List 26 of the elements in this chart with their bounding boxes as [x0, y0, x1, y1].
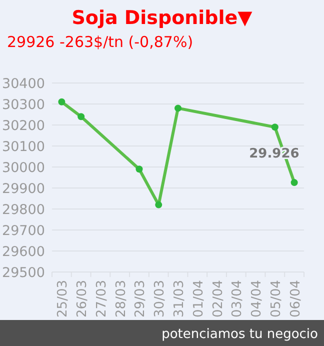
chart-subtitle: 29926 -263$/tn (-0,87%)	[7, 33, 194, 51]
y-tick-label: 30400	[2, 76, 45, 92]
y-tick-label: 30200	[2, 118, 45, 134]
y-tick-label: 29800	[2, 202, 45, 218]
y-tick-label: 30100	[2, 139, 45, 155]
x-tick-label: 25/03	[56, 280, 71, 318]
x-tick-label: 28/03	[114, 280, 129, 318]
x-tick-label: 02/04	[210, 280, 226, 318]
x-tick-label: 01/04	[191, 280, 206, 318]
y-tick-label: 30300	[2, 97, 45, 113]
x-tick-label: 03/04	[230, 280, 246, 318]
x-tick-label: 29/03	[133, 280, 148, 318]
y-tick-label: 30000	[2, 160, 45, 176]
x-tick-label: 26/03	[75, 280, 90, 318]
x-tick-label: 05/04	[268, 280, 284, 318]
x-tick-label: 04/04	[250, 280, 265, 318]
x-tick-label: 31/03	[172, 280, 187, 318]
x-tick-label: 27/03	[94, 280, 110, 318]
text: potenciamos tu negocio	[162, 327, 318, 342]
y-tick-label: 29600	[2, 244, 45, 260]
x-tick-label: 06/04	[288, 280, 304, 318]
y-tick-label: 29500	[2, 265, 45, 281]
y-tick-label: 29900	[2, 181, 45, 197]
y-tick-label: 29700	[2, 223, 45, 239]
chart-title: Soja Disponible▼	[72, 7, 253, 29]
x-tick-label: 30/03	[152, 280, 168, 318]
